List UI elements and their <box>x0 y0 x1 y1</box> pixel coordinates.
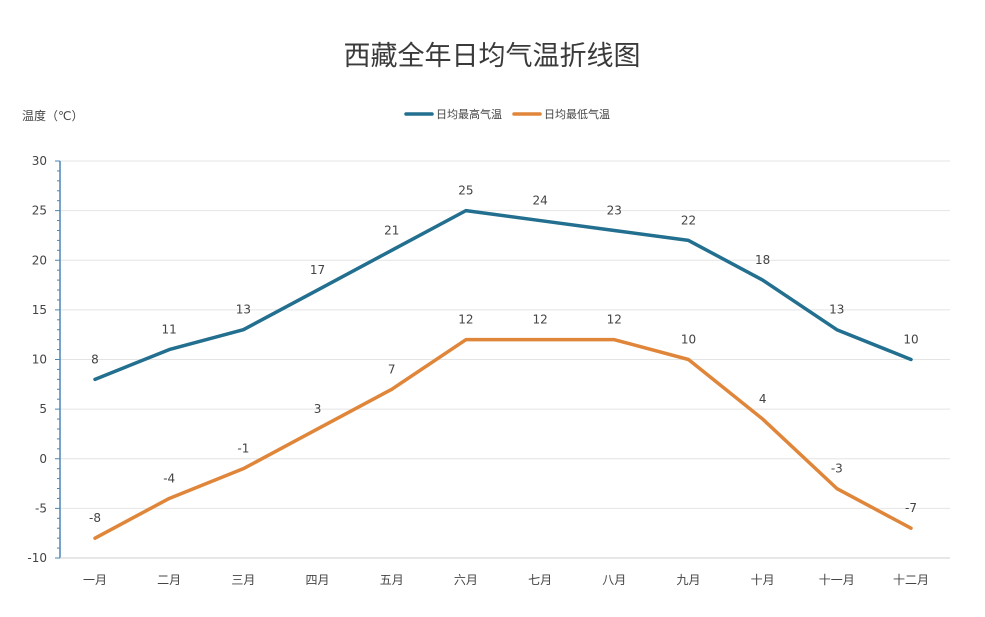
data-label: 18 <box>755 253 770 267</box>
x-tick-label: 一月 <box>83 573 107 587</box>
data-label: 23 <box>607 203 622 217</box>
data-label: -3 <box>831 462 843 476</box>
legend: 日均最高气温 日均最低气温 <box>404 107 610 121</box>
data-label: 10 <box>903 333 918 347</box>
y-tick-label: 10 <box>32 353 47 367</box>
legend-label-high: 日均最高气温 <box>436 107 502 121</box>
data-label: 12 <box>607 313 622 327</box>
data-label: 11 <box>162 323 177 337</box>
data-label: 4 <box>759 392 767 406</box>
data-label: 12 <box>532 313 547 327</box>
x-tick-label: 十月 <box>751 573 775 587</box>
data-label: 22 <box>681 213 696 227</box>
data-label: -7 <box>905 501 917 515</box>
data-label: -8 <box>89 511 101 525</box>
data-label: -4 <box>163 471 175 485</box>
series-line-high <box>93 208 913 382</box>
data-label: 21 <box>384 223 399 237</box>
x-tick-label: 二月 <box>157 573 181 587</box>
data-label: -1 <box>237 442 249 456</box>
data-label: 24 <box>532 194 547 208</box>
data-label: 10 <box>681 333 696 347</box>
x-tick-label: 八月 <box>602 573 626 587</box>
y-tick-label: 30 <box>32 154 47 168</box>
y-tick-label: -10 <box>27 551 47 565</box>
y-axis-label: 温度（℃） <box>22 108 83 123</box>
legend-label-low: 日均最低气温 <box>544 107 610 121</box>
data-label: 13 <box>236 303 251 317</box>
data-label: 3 <box>314 402 322 416</box>
x-tick-label: 七月 <box>528 573 552 587</box>
data-label: 12 <box>458 313 473 327</box>
x-tick-label: 三月 <box>231 573 255 587</box>
data-label: 7 <box>388 362 396 376</box>
x-tick-label: 十二月 <box>893 573 929 587</box>
data-labels: 8 11 13 17 21 25 24 23 22 18 13 10 -8 -4 -1 3 7 12 12 12 10 4… <box>89 184 919 526</box>
y-tick-label: 0 <box>39 452 47 466</box>
x-tick-label: 九月 <box>676 573 700 587</box>
y-tick-label: 5 <box>39 402 47 416</box>
chart-title: 西藏全年日均气温折线图 <box>344 41 641 72</box>
y-tick-label: 25 <box>32 204 47 218</box>
data-label: 17 <box>310 263 325 277</box>
data-label: 8 <box>91 352 99 366</box>
y-tick-label: 20 <box>32 253 47 267</box>
x-tick-label: 十一月 <box>819 573 855 587</box>
y-tick-label: 15 <box>32 303 47 317</box>
x-tick-label: 五月 <box>380 573 404 587</box>
y-tick-label: -5 <box>35 501 47 515</box>
grid-lines <box>60 160 950 509</box>
series-line-low <box>93 337 913 540</box>
series-lines <box>93 208 913 540</box>
axes: 30 25 20 15 10 5 0 -5 -10 一月 二月 三月 四月 五月 六月 七月 八月 九月 十月 十一月… <box>27 154 950 587</box>
x-tick-label: 四月 <box>306 573 330 587</box>
data-label: 25 <box>458 184 473 198</box>
x-tick-label: 六月 <box>454 573 478 587</box>
data-label: 13 <box>829 303 844 317</box>
